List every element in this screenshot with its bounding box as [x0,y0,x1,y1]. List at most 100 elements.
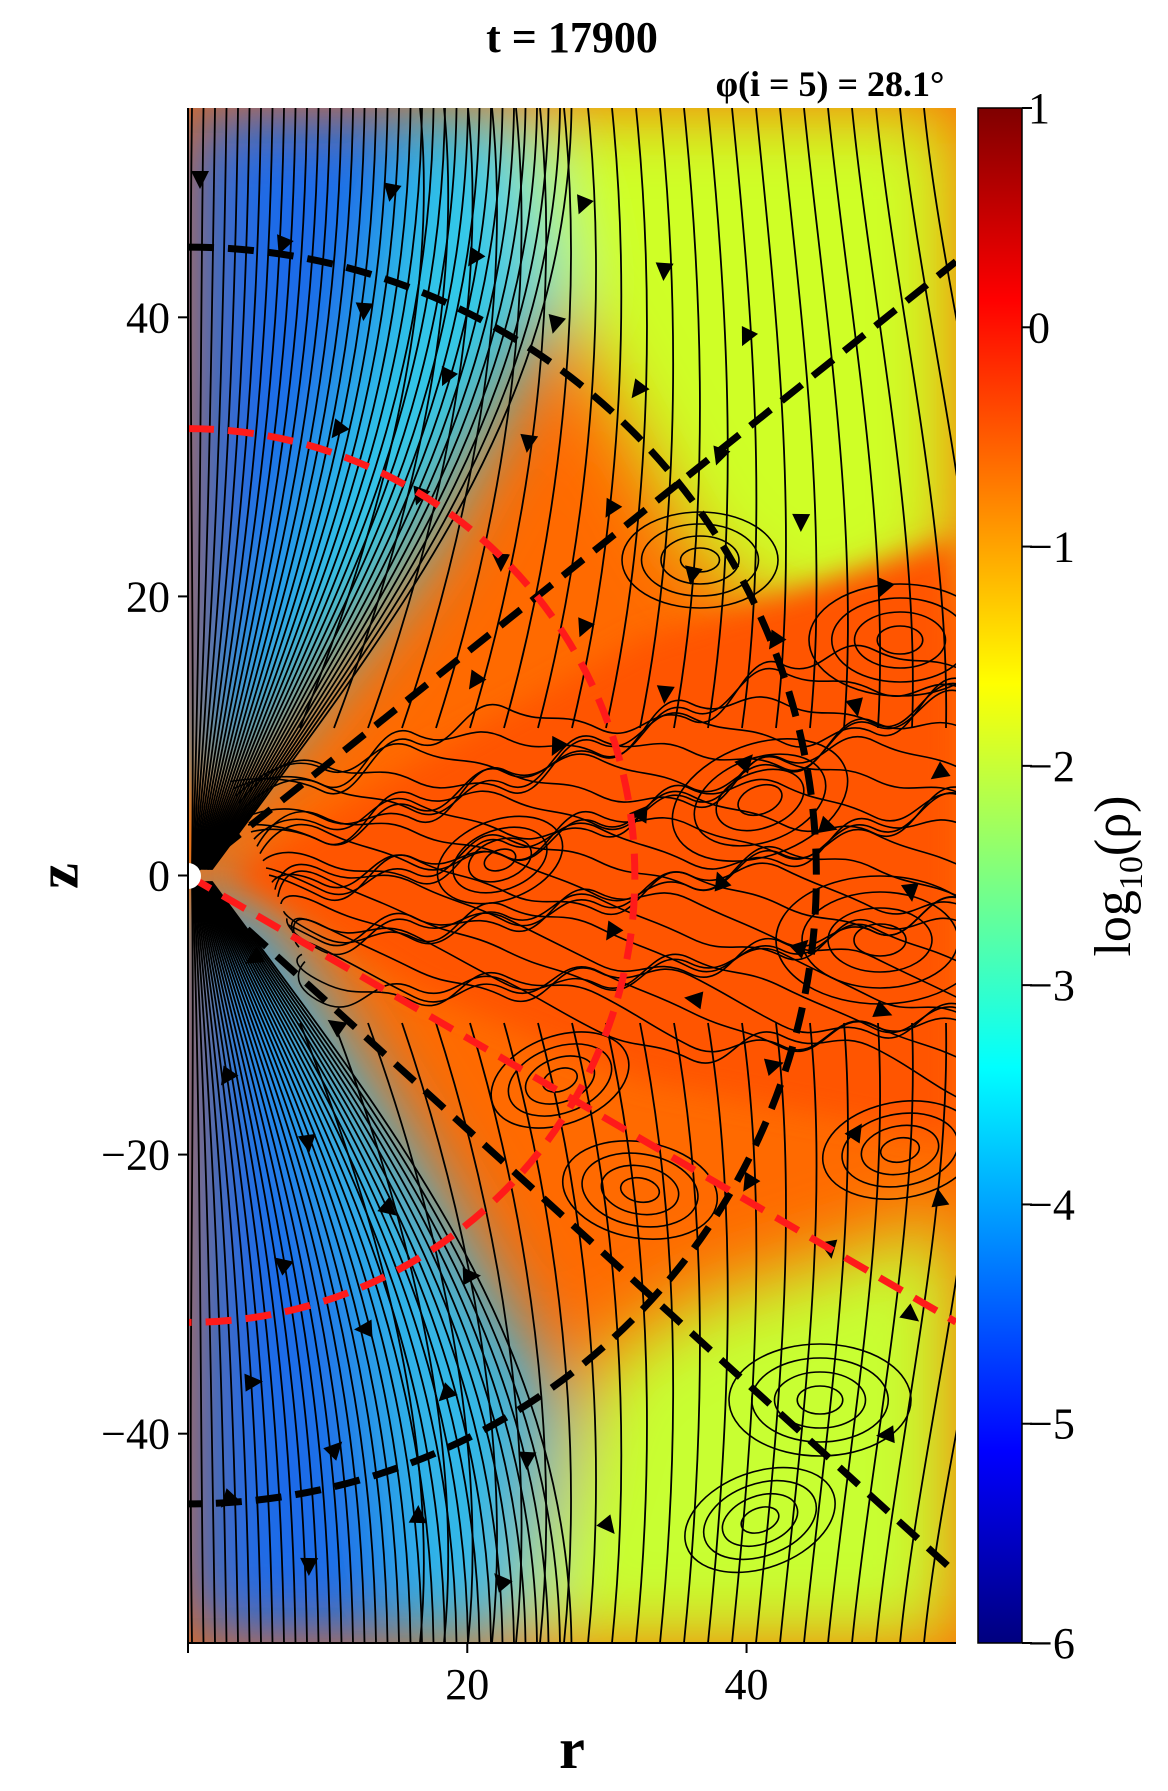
streamline-arrow [631,378,650,399]
streamline-arrow [577,194,594,215]
streamline-vortex [467,837,533,883]
streamline [256,786,956,861]
streamline-arrow [548,313,567,334]
streamline-vortex [737,783,783,817]
streamline-vortex [853,923,907,957]
streamline [194,108,262,870]
streamline [207,881,504,1643]
chart-title: t = 17900 [486,13,658,62]
streamline [195,881,285,1643]
streamline [238,677,956,804]
streamline [206,108,492,870]
black-dashed-line [188,258,956,879]
streamline [503,108,572,729]
streamline-arrow [743,1171,761,1192]
streamline-arrow [872,1000,893,1017]
chart-subtitle: φ(i = 5) = 28.1° [716,64,945,104]
streamline [210,880,561,1643]
axes: 20 40 40 20 0 −20 −40 [101,108,956,1709]
streamline [639,108,675,729]
streamline [202,881,412,1643]
streamline [211,880,573,1643]
streamline [333,108,450,729]
streamline-arrow [274,1257,294,1276]
streamline [197,881,308,1643]
red-dashed-circle [188,425,639,1326]
streamline [923,108,956,322]
streamline [779,1022,818,1643]
streamline-arrow [468,669,487,690]
streamline-arrow [656,685,675,704]
streamline-arrow [930,761,951,780]
streamline-arrow [817,815,838,833]
streamline [268,846,956,902]
dashed-overlays [188,247,956,1576]
colorbar-tick-label: −5 [1028,1400,1075,1449]
streamline [194,881,251,1643]
colorbar-tick-label: −1 [1028,523,1075,572]
streamline [192,108,216,870]
streamline [210,108,561,871]
colorbar-tick-label: −4 [1028,1180,1075,1229]
streamline-vortex [876,625,924,655]
streamline-arrow [494,1573,513,1593]
streamline [296,953,956,1058]
streamline [203,881,435,1643]
colorbar-tick-label: −2 [1028,742,1075,791]
streamline-arrow [763,1058,784,1077]
y-tick-label: 20 [126,572,170,621]
streamline-vortex [860,1124,940,1176]
streamline [875,108,948,729]
streamline-vortex [879,1136,921,1164]
streamline-vortex [541,1067,579,1093]
streamline [803,108,849,729]
streamline-vortex [660,535,740,585]
streamline-arrow [900,882,919,902]
streamline-arrow [408,1505,427,1524]
streamline-arrow [191,171,209,189]
streamline [827,108,882,729]
y-tick-label: −20 [101,1131,170,1180]
streamline-arrow [685,565,703,585]
streamline [280,893,956,961]
streamline [274,863,956,936]
streamline [191,881,205,1643]
streamline [779,108,818,729]
streamline-arrow [520,433,539,453]
streamline-vortex [796,1385,844,1415]
streamline-vortex [581,1152,699,1228]
streamline-vortex [715,768,805,832]
streamline-arrow [578,617,595,638]
streamline [401,1022,498,1643]
streamline [208,108,515,870]
streamline [286,912,956,998]
streamline-arrow [462,1267,481,1286]
streamline [206,881,481,1643]
streamline [290,917,956,1034]
streamline [265,828,956,896]
streamline [204,881,446,1643]
streamline [299,108,425,729]
streamline [469,108,548,729]
streamline [194,881,262,1643]
streamline-arrow [331,418,350,439]
streamline-vortex [728,1343,912,1457]
black-dashed-line [188,872,956,1576]
streamline-vortex [621,511,779,609]
field-disk [230,540,956,1140]
streamline-arrow [518,1451,537,1470]
colorbar-tick-label: 0 [1028,303,1050,352]
streamline [193,881,239,1643]
streamline [707,108,729,729]
streamline [200,108,377,870]
x-axis-label: r [559,1716,585,1781]
streamline [202,108,412,870]
streamline [208,881,515,1643]
streamline-arrow [878,577,895,598]
streamline-vortex [436,815,564,905]
streamline [194,108,251,870]
streamline [200,881,366,1643]
streamline [203,108,435,870]
streamline [232,667,956,790]
streamline-arrow [734,754,753,774]
